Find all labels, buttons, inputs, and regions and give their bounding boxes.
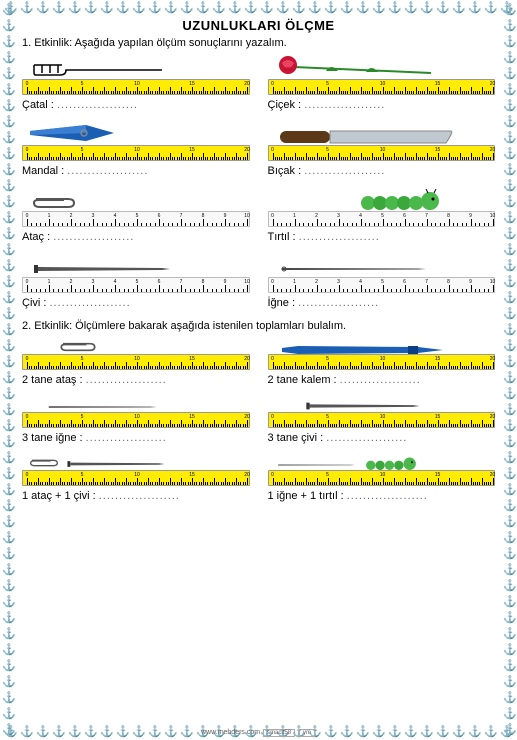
label-tirtil: Tırtıl : .................... bbox=[268, 231, 496, 243]
ruler-white: 012345678910 bbox=[268, 211, 496, 227]
cell-igne-tirtil: 05101520 1 iğne + 1 tırtıl : ...........… bbox=[268, 454, 496, 510]
needle-icon bbox=[278, 265, 428, 273]
row-igne3-civi3: 05101520 3 tane iğne : .................… bbox=[22, 396, 495, 452]
cell-tirtil: 012345678910 Tırtıl : ..................… bbox=[268, 187, 496, 251]
label-cicek: Çiçek : .................... bbox=[268, 99, 496, 111]
cell-fork: 05101520 Çatal : .................... bbox=[22, 55, 250, 119]
label-kalem2: 2 tane kalem : .................... bbox=[268, 374, 496, 386]
knife-icon bbox=[276, 121, 456, 147]
ruler-yellow: 05101520 bbox=[268, 79, 496, 95]
row-civi-igne: 012345678910 Çivi : ....................… bbox=[22, 253, 495, 317]
ruler-yellow: 05101520 bbox=[268, 354, 496, 370]
paperclip-icon bbox=[28, 457, 60, 469]
cell-civi: 012345678910 Çivi : .................... bbox=[22, 253, 250, 317]
row-atac-tirtil: 012345678910 Ataç : ....................… bbox=[22, 187, 495, 251]
ruler-yellow: 05101520 bbox=[22, 470, 250, 486]
cell-igne: 012345678910 İğne : .................... bbox=[268, 253, 496, 317]
needle-icon bbox=[276, 462, 356, 468]
label-civi: Çivi : .................... bbox=[22, 297, 250, 309]
nail-icon bbox=[32, 263, 172, 275]
label-bicak: Bıçak : .................... bbox=[268, 165, 496, 177]
cell-mandal: 05101520 Mandal : .................... bbox=[22, 121, 250, 185]
cell-kalem2: 05101520 2 tane kalem : ................… bbox=[268, 338, 496, 394]
row-mandal-bicak: 05101520 Mandal : .................... 0… bbox=[22, 121, 495, 185]
nail-icon bbox=[298, 401, 428, 411]
label-atac-civi: 1 ataç + 1 çivi : .................... bbox=[22, 490, 250, 502]
row-fork-rose: 05101520 Çatal : .................... 05… bbox=[22, 55, 495, 119]
nail-icon bbox=[66, 459, 166, 469]
ruler-yellow: 05101520 bbox=[268, 470, 496, 486]
label-civi3: 3 tane çivi : .................... bbox=[268, 432, 496, 444]
label-catal: Çatal : .................... bbox=[22, 99, 250, 111]
rose-icon bbox=[276, 55, 436, 81]
label-igne-tirtil: 1 iğne + 1 tırtıl : .................... bbox=[268, 490, 496, 502]
footer: www.mebders.com smacit58 ym bbox=[0, 729, 517, 737]
cell-atac: 012345678910 Ataç : .................... bbox=[22, 187, 250, 251]
needle-icon bbox=[42, 404, 162, 410]
worksheet-content: UZUNLUKLARI ÖLÇME 1. Etkinlik: Aşağıda y… bbox=[22, 18, 495, 722]
clothespin-icon bbox=[26, 123, 116, 147]
cell-rose: 05101520 Çiçek : .................... bbox=[268, 55, 496, 119]
activity-1-instruction: 1. Etkinlik: Aşağıda yapılan ölçüm sonuç… bbox=[22, 37, 495, 49]
row-combo: 05101520 1 ataç + 1 çivi : .............… bbox=[22, 454, 495, 510]
label-igne: İğne : .................... bbox=[268, 297, 496, 309]
ruler-white: 012345678910 bbox=[268, 277, 496, 293]
paperclip-icon bbox=[30, 195, 78, 211]
paperclip-icon bbox=[58, 340, 98, 354]
footer-tag1: smacit58 bbox=[263, 729, 295, 737]
caterpillar-icon bbox=[358, 189, 448, 211]
label-atac: Ataç : .................... bbox=[22, 231, 250, 243]
ruler-yellow: 05101520 bbox=[268, 412, 496, 428]
cell-atac2: 05101520 2 tane ataş : .................… bbox=[22, 338, 250, 394]
ruler-white: 012345678910 bbox=[22, 277, 250, 293]
row-atac2-kalem2: 05101520 2 tane ataş : .................… bbox=[22, 338, 495, 394]
cell-atac-civi: 05101520 1 ataç + 1 çivi : .............… bbox=[22, 454, 250, 510]
cell-bicak: 05101520 Bıçak : .................... bbox=[268, 121, 496, 185]
ruler-yellow: 05101520 bbox=[22, 79, 250, 95]
ruler-yellow: 05101520 bbox=[22, 354, 250, 370]
ruler-yellow: 05101520 bbox=[268, 145, 496, 161]
label-igne3: 3 tane iğne : .................... bbox=[22, 432, 250, 444]
label-atac2: 2 tane ataş : .................... bbox=[22, 374, 250, 386]
ruler-white: 012345678910 bbox=[22, 211, 250, 227]
cell-igne3: 05101520 3 tane iğne : .................… bbox=[22, 396, 250, 452]
activity-2-instruction: 2. Etkinlik: Ölçümlere bakarak aşağıda i… bbox=[22, 320, 495, 332]
footer-tag2: ym bbox=[299, 729, 315, 737]
fork-icon bbox=[32, 59, 162, 81]
ruler-yellow: 05101520 bbox=[22, 145, 250, 161]
page-title: UZUNLUKLARI ÖLÇME bbox=[22, 18, 495, 33]
cell-civi3: 05101520 3 tane çivi : .................… bbox=[268, 396, 496, 452]
ruler-yellow: 05101520 bbox=[22, 412, 250, 428]
footer-site: www.mebders.com bbox=[201, 729, 260, 736]
label-mandal: Mandal : .................... bbox=[22, 165, 250, 177]
